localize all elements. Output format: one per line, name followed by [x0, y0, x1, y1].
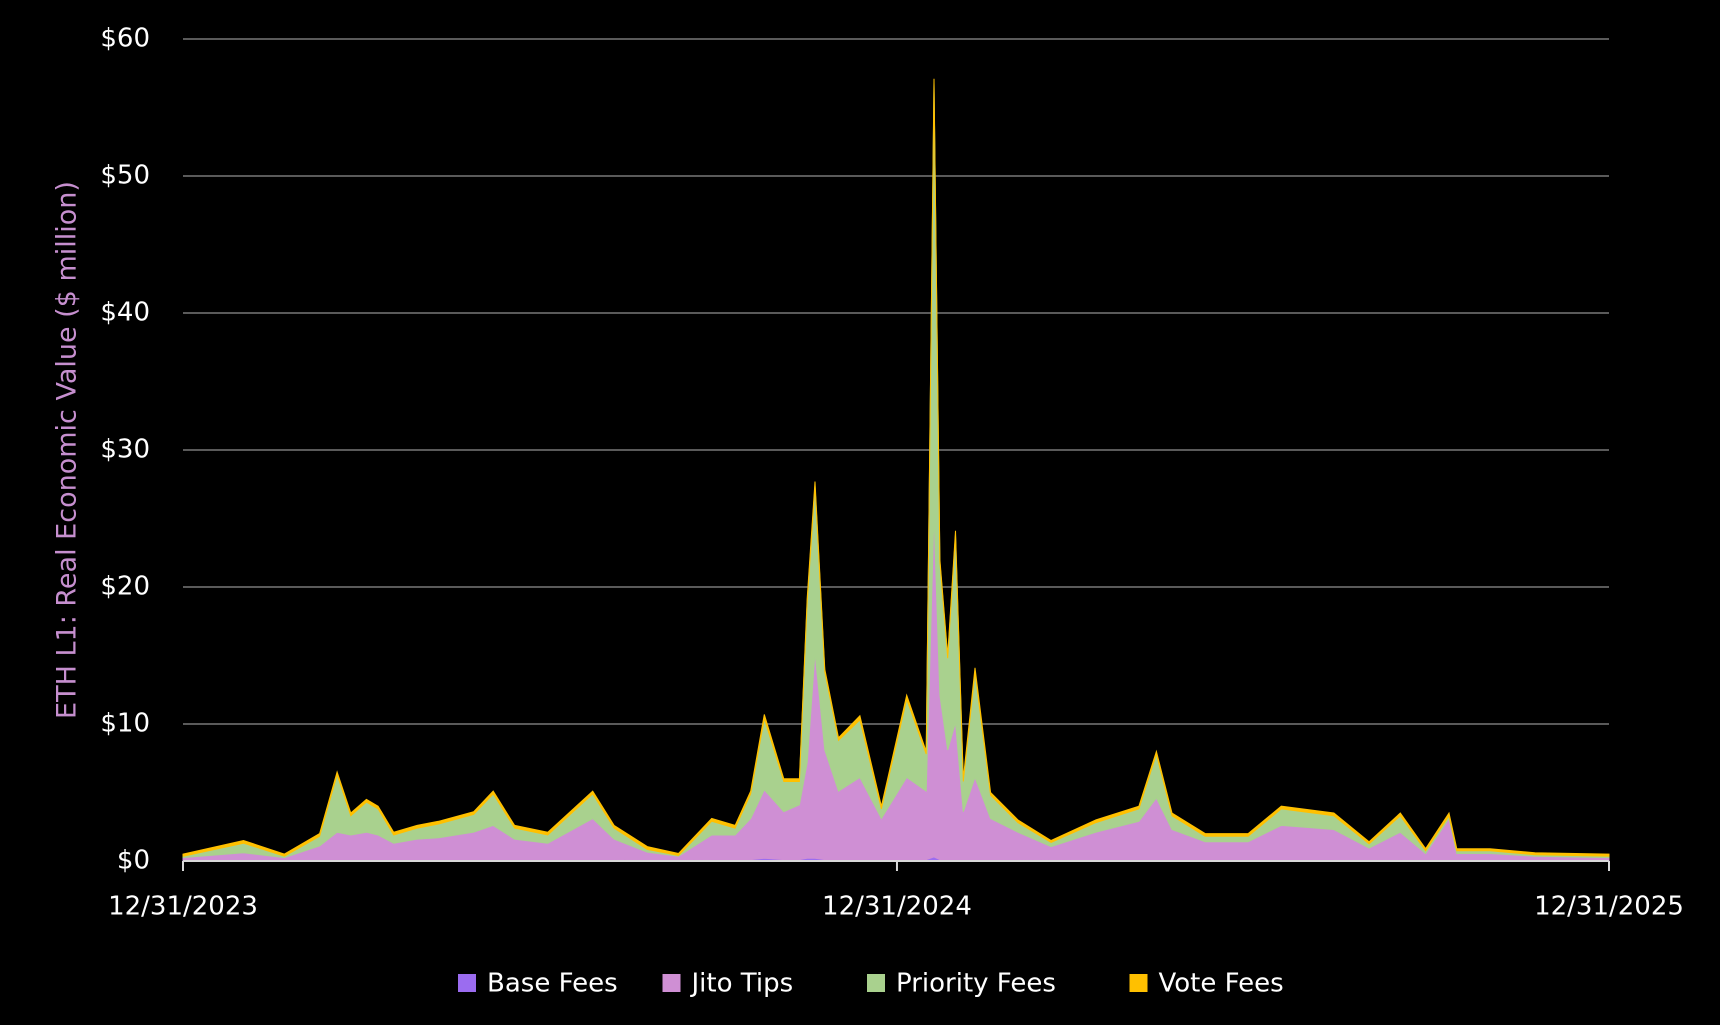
- legend-label: Jito Tips: [690, 969, 794, 999]
- y-tick-label: $50: [100, 161, 150, 191]
- x-tick-label: 12/31/2025: [1534, 892, 1684, 922]
- legend-swatch: [1129, 974, 1148, 992]
- y-axis-label: ETH L1: Real Economic Value ($ million): [52, 181, 83, 719]
- legend-swatch: [867, 974, 885, 992]
- y-tick-label: $30: [100, 435, 150, 465]
- y-tick-label: $0: [117, 846, 150, 876]
- x-tick-label: 12/31/2023: [108, 892, 258, 922]
- y-tick-label: $20: [100, 572, 150, 602]
- area: [182, 78, 1610, 857]
- legend-swatch: [662, 974, 681, 992]
- legend-label: Priority Fees: [896, 969, 1056, 999]
- area: [182, 514, 1610, 861]
- y-tick-label: $60: [100, 24, 150, 54]
- legend-label: Base Fees: [487, 969, 618, 999]
- legend-label: Vote Fees: [1159, 969, 1284, 999]
- y-tick-label: $10: [100, 709, 150, 739]
- x-tick-label: 12/31/2024: [822, 892, 972, 922]
- legend-swatch: [458, 974, 476, 992]
- y-tick-label: $40: [100, 298, 150, 328]
